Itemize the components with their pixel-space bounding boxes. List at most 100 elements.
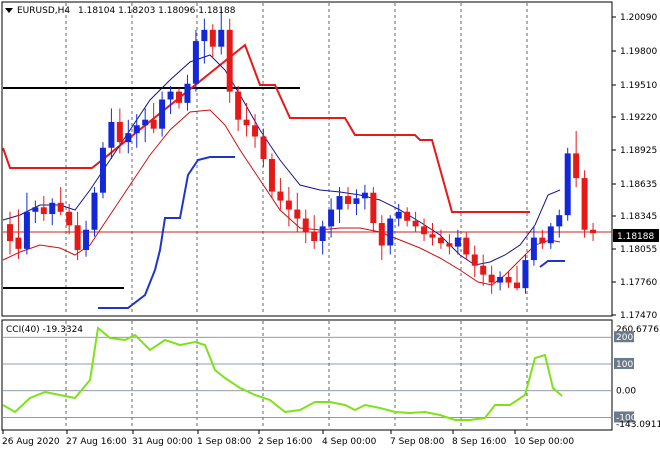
candle-body [480,265,487,275]
candle-body [167,91,174,100]
price-tick-label: 1.19800 [620,47,657,57]
cci-label: CCI(40) -19.3324 [6,325,83,335]
cci-axis-label: 100 [616,360,633,370]
candle-body [353,198,360,204]
price-tick-label: 1.17470 [620,311,657,321]
candle-body [522,260,529,289]
candle-body [260,136,267,159]
candle-body [201,29,208,42]
candle-body [83,229,90,250]
candle-body [497,276,504,283]
candle-body [57,202,64,212]
candle-body [150,119,157,129]
candle-body [108,121,115,148]
candle-body [395,211,402,219]
candles-layer [7,7,597,294]
triangle-down-icon[interactable] [5,8,13,13]
candle-body [116,121,123,143]
time-tick-label: 27 Aug 16:00 [66,437,127,447]
time-tick-label: 4 Sep 00:00 [322,437,377,447]
candle-body [454,237,461,247]
candle-body [328,209,335,227]
time-tick-label: 2 Sep 16:00 [258,437,313,447]
lower-channel-line [98,156,235,309]
candle-body [277,191,284,201]
price-tick-label: 1.17760 [620,278,657,288]
candle-body [125,133,132,143]
candle-body [345,196,351,204]
candle-body [49,202,56,215]
lower-channel-line-recent [539,260,565,268]
cci-level-badge [614,411,634,423]
candle-body [336,196,343,210]
ohlc-readout: 1.18104 1.18203 1.18096 1.18188 [78,6,236,16]
candle-body [412,220,419,227]
candle-body [192,41,199,84]
candle-body [285,200,292,210]
cci-axis-label: 260.6776 [616,325,659,335]
time-tick-label: 8 Sep 16:00 [452,437,507,447]
candle-body [590,229,597,234]
candle-body [235,91,242,120]
time-tick-label: 1 Sep 08:00 [197,437,252,447]
candle-body [209,29,216,47]
candle-body [218,29,225,47]
time-tick-label: 26 Aug 2020 [2,437,60,447]
price-axis: 1.20090 1.19800 1.19510 1.19220 1.18925 1.186… [612,13,657,321]
candle-body [7,224,13,241]
candle-body [311,232,318,241]
candle-body [581,178,588,230]
candle-body [184,83,191,103]
cci-panel-frame [1,319,613,431]
candle-body [471,254,478,266]
time-tick-label: 10 Sep 00:00 [514,437,574,447]
candle-body [573,153,580,179]
price-tick-label: 1.18345 [620,212,657,222]
price-tick-label: 1.18635 [620,180,657,190]
candle-body [361,192,368,199]
candle-body [446,243,453,247]
current-price-box [613,229,659,242]
candle-body [15,237,22,249]
candle-body [252,125,259,137]
candle-body [142,119,149,126]
candle-body [40,207,47,215]
cci-axis-label: -100 [616,413,637,423]
cci-axis-label: 0.00 [616,387,636,397]
candle-body [66,211,73,226]
candle-body [133,125,140,134]
candle-body [437,237,444,244]
candle-body [268,159,275,192]
price-tick-label: 1.19220 [620,113,657,123]
cci-axis-label: 200 [616,333,633,343]
candle-body [556,215,563,227]
candle-body [23,211,30,249]
candle-body [319,226,326,241]
candle-body [564,153,571,216]
upper-channel-line [2,43,530,213]
price-tick-label: 1.18925 [620,146,657,156]
candle-body [505,276,512,283]
price-tick-label: 1.19510 [620,81,657,91]
candle-body [404,211,411,221]
candle-body [159,99,166,129]
candle-body [463,237,470,255]
price-tick-label: 1.18055 [620,245,657,255]
candle-body [370,192,377,224]
candle-body [243,119,250,126]
moving-average-fast [2,109,561,286]
symbol-label: EURUSD,H4 [17,6,70,16]
candle-body [539,237,546,244]
cci-level-badge [614,331,634,343]
candle-body [99,147,106,193]
candle-body [530,237,537,261]
candle-body [547,226,554,244]
candle-body [176,91,182,103]
candle-body [488,274,495,283]
time-tick-label: 31 Aug 00:00 [132,437,193,447]
moving-average-slow [2,54,561,266]
price-tick-label: 1.20090 [620,13,657,23]
candle-body [226,29,233,92]
